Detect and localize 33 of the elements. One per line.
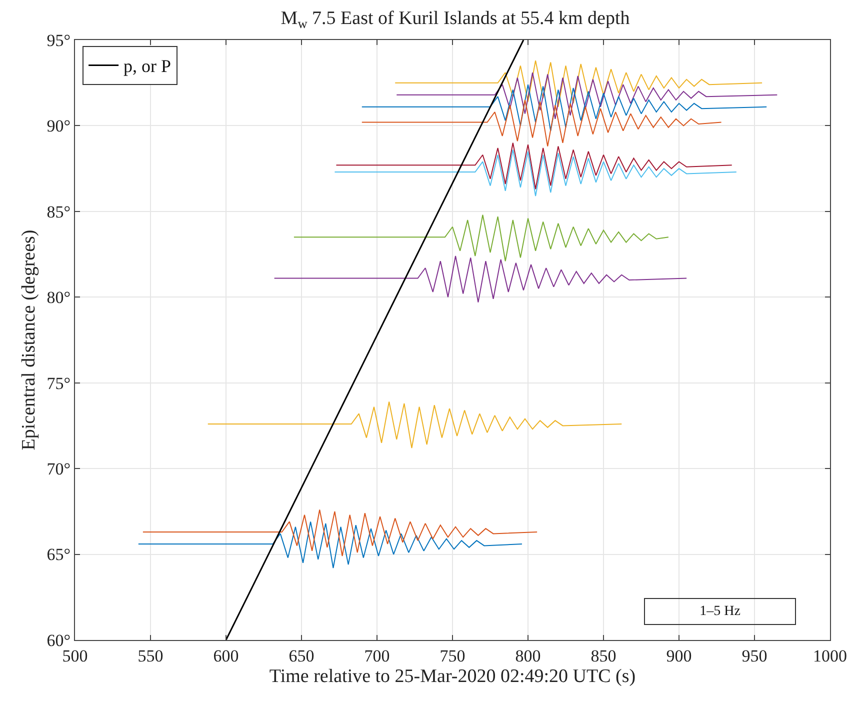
x-axis-title: Time relative to 25-Mar-2020 02:49:20 UTC (s) <box>269 666 636 688</box>
y-tick-label: 85° <box>46 202 71 222</box>
y-tick-label: 95° <box>46 30 71 50</box>
x-tick-label: 1000 <box>813 646 847 666</box>
x-tick-label: 900 <box>666 646 692 666</box>
y-tick-label: 90° <box>46 116 71 136</box>
chart-title: M$_{w}$ 7.5 East of Kuril Islands at 55.4 km depth <box>280 8 630 31</box>
x-tick-label: 650 <box>288 646 314 666</box>
line-series <box>142 509 538 556</box>
x-tick-label: 950 <box>742 646 768 666</box>
line-series <box>361 100 722 147</box>
legend-label: p, or P <box>124 56 172 76</box>
y-tick-label: 65° <box>46 545 71 564</box>
y-axis-title: Epicentral distance (degrees) <box>18 230 40 450</box>
line-series <box>396 72 778 120</box>
x-tick-label: 600 <box>213 646 239 666</box>
line-series <box>336 142 732 190</box>
y-tick-label: 75° <box>46 374 71 393</box>
line-series <box>394 60 763 108</box>
y-tick-label: 80° <box>46 288 71 308</box>
x-tick-label: 750 <box>440 646 466 666</box>
annotation: 1–5 Hz <box>700 604 740 619</box>
line-series <box>207 401 622 448</box>
x-tick-label: 700 <box>364 646 390 666</box>
line-series <box>293 214 669 262</box>
y-tick-label: 70° <box>46 460 71 479</box>
x-tick-label: 850 <box>590 646 616 666</box>
line-series <box>334 149 737 196</box>
x-tick-label: 550 <box>138 646 164 666</box>
x-tick-label: 800 <box>515 646 541 666</box>
line-series <box>138 521 522 568</box>
line-series <box>274 256 688 303</box>
line-series <box>361 84 768 132</box>
